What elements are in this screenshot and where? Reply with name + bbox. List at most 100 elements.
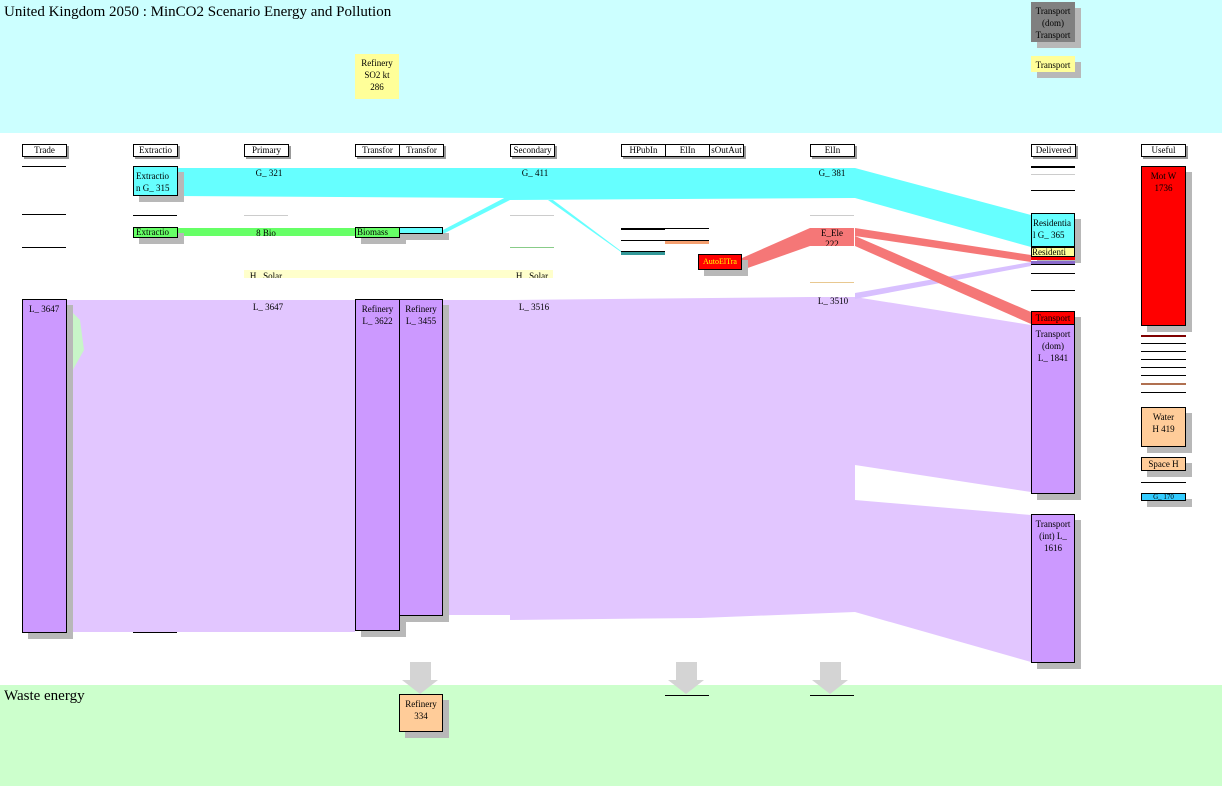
useful-line-7 [1141, 482, 1186, 483]
motor-node: Mot W 1736 [1141, 166, 1186, 326]
primary-line-1 [244, 215, 288, 216]
hpub-line-1 [621, 228, 665, 230]
col-header-trade: Trade [22, 144, 67, 157]
col-header-secondary: Secondary [510, 144, 555, 157]
col-header-transformation-1: Transfor [355, 144, 400, 157]
pollution-transport-yellow-node: Transport [1031, 56, 1075, 72]
elin-oil-label: L_ 3510 [817, 296, 849, 306]
waste-elin-line [810, 695, 854, 696]
delivered-line-1 [1031, 166, 1075, 168]
extraction-bio-node: Extractio [133, 227, 178, 238]
col-header-elin-1: ElIn [665, 144, 710, 157]
oil-flow-to-transport-dom [855, 297, 1031, 492]
waste-arrow-elin [812, 662, 848, 694]
page-title: United Kingdom 2050 : MinCO2 Scenario En… [4, 4, 392, 20]
useful-line-1 [1141, 343, 1186, 344]
gas-useful-node: G_ 170 [1141, 493, 1186, 501]
primary-gas-label: G_ 321 [255, 168, 283, 178]
gas-flow-to-hpub [548, 200, 625, 254]
refinery-2-node: Refinery L_ 3455 [399, 299, 443, 616]
residential-gas-node: Residentia l G_ 365 [1031, 213, 1075, 247]
extraction-line-1 [133, 215, 177, 216]
delivered-line-5 [1031, 290, 1075, 291]
biomass-node: Biomass [355, 227, 400, 238]
oil-flow-refinery-to-secondary [443, 300, 510, 615]
primary-bio-label: 8 Bio [256, 228, 276, 236]
gas-flow-extraction-to-secondary [178, 168, 510, 198]
residential-yellow-node: Residenti [1031, 247, 1075, 257]
hpub-gas-bar [621, 251, 665, 255]
trade-line-2 [22, 214, 66, 215]
elin-el-bar [665, 240, 709, 244]
oil-flow-to-transport-int [855, 500, 1031, 662]
trade-export-flow [66, 306, 84, 375]
delivered-line-4 [1031, 273, 1075, 274]
hpub-line-3 [665, 228, 709, 229]
transport-int-node: Transport (int) L_ 1616 [1031, 514, 1075, 663]
biomass-gas-node [399, 227, 443, 234]
el-flow-to-residential [855, 228, 1031, 262]
transport-dom-node: Transport (dom) L_ 1841 [1031, 324, 1075, 494]
col-header-extraction: Extractio [133, 144, 178, 157]
oil-flow-secondary-to-elin [510, 297, 855, 620]
extraction-line-2 [133, 632, 177, 633]
useful-line-2 [1141, 351, 1186, 352]
elin-gas-label: G_ 381 [818, 168, 846, 178]
waste-refinery-node: Refinery 334 [399, 694, 443, 732]
useful-bar-1 [1141, 335, 1186, 337]
primary-solar-label: H_ Solar [249, 271, 283, 278]
useful-line-5 [1141, 375, 1186, 376]
col-header-transformation-2: Transfor [399, 144, 444, 157]
col-header-primary: Primary [244, 144, 289, 157]
secondary-oil-label: L_ 3516 [518, 302, 550, 312]
waste-arrow-hpub [668, 662, 704, 694]
gas-flow-to-residential [855, 168, 1031, 247]
useful-line-3 [1141, 359, 1186, 360]
useful-line-6 [1141, 392, 1186, 393]
col-header-soutaut: sOutAut [709, 144, 744, 157]
trade-line-3 [22, 247, 66, 248]
secondary-solar-label: H_ Solar [515, 271, 549, 278]
residential-el-bar [1031, 257, 1075, 260]
waste-arrow-refinery [402, 662, 438, 694]
water-heat-node: Water H 419 [1141, 407, 1186, 447]
elin-line-2 [810, 282, 854, 283]
el-flow-to-transport [855, 236, 1031, 324]
residential-oil-bar [1031, 261, 1075, 265]
col-header-delivered: Delivered [1031, 144, 1076, 157]
transport-el-node: Transport [1031, 311, 1075, 325]
waste-hpub-line [665, 695, 709, 696]
el-flow-autoel-to-elin [742, 228, 810, 270]
col-header-useful: Useful [1141, 144, 1186, 157]
pollution-transport-dom-node: Transport (dom) Transport [1031, 2, 1075, 42]
col-header-elin-2: ElIn [810, 144, 855, 157]
secondary-gas-label: G_ 411 [521, 168, 549, 178]
solar-flow [244, 270, 553, 278]
primary-oil-label: L_ 3647 [252, 302, 284, 312]
extraction-gas-node: Extractio n G_ 315 [133, 166, 178, 196]
auto-el-node: AutoElTra [698, 254, 742, 270]
gas-flow-to-biomass [443, 195, 514, 234]
delivered-line-2 [1031, 174, 1075, 175]
pollution-refinery-so2-node: Refinery SO2 kt 286 [355, 54, 399, 99]
bio-flow [178, 228, 355, 236]
pollution-band [0, 0, 1222, 133]
useful-line-4 [1141, 367, 1186, 368]
el-e-node: E_Ele 222 [810, 228, 854, 246]
useful-bar-2 [1141, 383, 1186, 385]
oil-flow-trade-to-refinery [66, 300, 355, 632]
waste-energy-title: Waste energy [4, 688, 85, 704]
space-heat-node: Space H [1141, 457, 1186, 471]
refinery-1-node: Refinery L_ 3622 [355, 299, 400, 631]
trade-line-1 [22, 166, 66, 167]
secondary-line-1 [510, 215, 554, 216]
delivered-line-3 [1031, 190, 1075, 191]
secondary-line-2 [510, 247, 554, 248]
col-header-hpubin: HPubIn [621, 144, 666, 157]
trade-oil-node: L_ 3647 [22, 299, 67, 633]
hpub-line-2 [621, 240, 665, 241]
elin-line-1 [810, 215, 854, 216]
waste-energy-band [0, 685, 1222, 786]
gas-flow-secondary-to-elin [510, 168, 855, 200]
